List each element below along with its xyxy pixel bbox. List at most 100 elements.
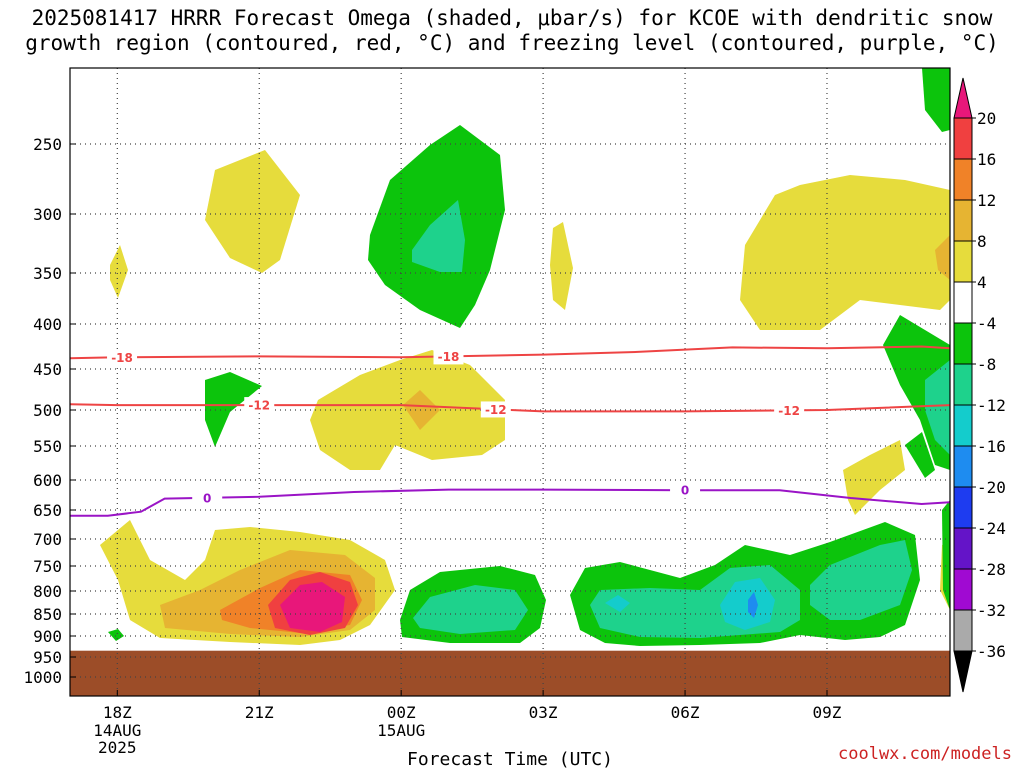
colorbar-label: -8 <box>977 355 996 374</box>
colorbar-under-arrow <box>953 650 973 693</box>
colorbar-swatch <box>953 240 973 283</box>
contour-label-bg <box>107 349 138 366</box>
sinking-omega-region <box>413 585 528 634</box>
rising-omega-region <box>110 245 128 298</box>
y-tick-label: 550 <box>33 437 62 456</box>
contour-label: 0 <box>681 484 689 498</box>
colorbar-label: 12 <box>977 191 996 210</box>
sinking-omega-region <box>748 592 758 618</box>
y-tick-label: 1000 <box>23 668 62 687</box>
rising-omega-region <box>550 222 573 310</box>
y-tick-label: 300 <box>33 205 62 224</box>
colorbar-label: -36 <box>977 642 1006 661</box>
y-tick-label: 650 <box>33 501 62 520</box>
x-tick-label: 21Z <box>245 703 274 722</box>
x-tick-label: 18Z <box>103 703 132 722</box>
y-tick-label: 400 <box>33 315 62 334</box>
x-tick-date-label: 14AUG <box>93 721 141 740</box>
contour-label-bg <box>244 397 275 414</box>
colorbar-swatch <box>953 158 973 201</box>
colorbar-label: -20 <box>977 478 1006 497</box>
colorbar-label: -16 <box>977 437 1006 456</box>
colorbar-label: 4 <box>977 273 987 292</box>
x-tick-date-label: 15AUG <box>377 721 425 740</box>
x-axis-title: Forecast Time (UTC) <box>407 749 613 768</box>
x-tick-label: 03Z <box>529 703 558 722</box>
contour-label: -18 <box>111 351 133 365</box>
rising-omega-region <box>280 582 345 632</box>
colorbar-label: -4 <box>977 314 996 333</box>
colorbar-swatch <box>953 281 973 324</box>
colorbar-label: -28 <box>977 560 1006 579</box>
y-tick-label: 500 <box>33 401 62 420</box>
omega-shading <box>100 68 950 646</box>
colorbar-swatch <box>953 445 973 488</box>
ground-surface <box>70 650 950 696</box>
y-tick-label: 600 <box>33 471 62 490</box>
y-tick-label: 850 <box>33 605 62 624</box>
contour-label: -12 <box>248 399 270 413</box>
x-tick-label: 06Z <box>671 703 700 722</box>
plot-frame <box>69 67 951 697</box>
colorbar-label: -32 <box>977 601 1006 620</box>
colorbar-over-arrow <box>953 77 973 119</box>
y-axis-ticks: 250 300 350 400 450 500 550 600 650 700 750 800 850 9… <box>23 135 76 687</box>
colorbar-swatch <box>953 322 973 365</box>
colorbar-swatch <box>953 117 973 160</box>
contour-label: -18 <box>438 350 460 364</box>
colorbar-swatch <box>953 568 973 611</box>
colorbar-label: -24 <box>977 519 1006 538</box>
sinking-omega-region <box>720 578 775 630</box>
site-credit: coolwx.com/models <box>838 744 1012 764</box>
rising-omega-region <box>403 390 440 430</box>
rising-omega-region <box>740 175 950 330</box>
colorbar-label: 8 <box>977 232 987 251</box>
y-tick-label: 800 <box>33 582 62 601</box>
sinking-omega-region <box>925 360 950 455</box>
y-tick-label: 450 <box>33 360 62 379</box>
x-tick-label: 09Z <box>813 703 842 722</box>
y-tick-label: 700 <box>33 530 62 549</box>
colorbar-swatch <box>953 404 973 447</box>
y-tick-label: 950 <box>33 648 62 667</box>
contour-label-bg <box>670 482 701 499</box>
sinking-omega-region <box>108 629 124 641</box>
sinking-omega-region <box>922 68 950 132</box>
contour-label-bg <box>192 489 223 506</box>
colorbar-swatch <box>953 363 973 406</box>
temperature-contours: -18 -18 -12 -12 -12 0 0 <box>69 345 951 517</box>
contour-line--18 <box>69 345 951 360</box>
colorbar-swatch <box>953 609 973 652</box>
contour-line-0 <box>70 488 951 517</box>
x-tick-label: 00Z <box>387 703 416 722</box>
colorbar-swatch <box>953 527 973 570</box>
y-tick-label: 900 <box>33 627 62 646</box>
y-tick-label: 350 <box>33 264 62 283</box>
rising-omega-region <box>205 150 300 273</box>
contour-label-bg <box>480 401 511 418</box>
sinking-omega-region <box>810 540 912 620</box>
rising-omega-region <box>843 440 905 515</box>
contour-label-bg <box>774 402 805 419</box>
colorbar: 20 16 12 8 4 -4 -8 -12 -16 -20 -24 -28 -32 -36 <box>953 77 1006 693</box>
y-tick-label: 750 <box>33 557 62 576</box>
colorbar-label: 20 <box>977 109 996 128</box>
contour-label: 0 <box>203 491 211 505</box>
sinking-omega-region <box>205 372 262 447</box>
contour-label: -12 <box>485 403 507 417</box>
rising-omega-region <box>935 235 950 280</box>
contour-label: -12 <box>778 404 800 418</box>
sinking-omega-region <box>942 500 950 610</box>
sinking-omega-region <box>412 200 465 272</box>
colorbar-swatch <box>953 199 973 242</box>
y-tick-label: 250 <box>33 135 62 154</box>
sinking-omega-region <box>905 432 935 478</box>
sinking-omega-region <box>605 595 630 612</box>
colorbar-swatch <box>953 486 973 529</box>
colorbar-label: -12 <box>977 396 1006 415</box>
contour-label-bg <box>433 348 464 365</box>
x-tick-date-label: 2025 <box>98 738 137 757</box>
colorbar-label: 16 <box>977 150 996 169</box>
